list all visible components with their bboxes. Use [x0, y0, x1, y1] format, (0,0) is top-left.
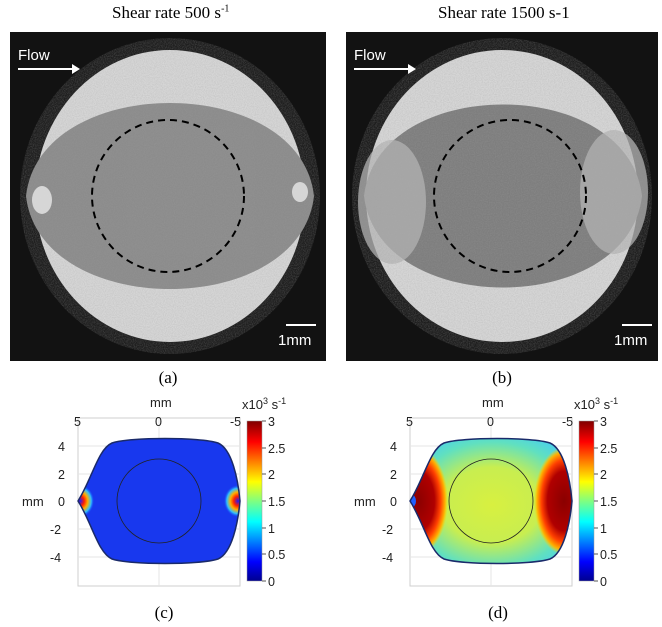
left-edge-spot [32, 186, 52, 214]
right-edge-spot [292, 182, 308, 202]
y-tick: 0 [390, 495, 397, 509]
colorbar-tick: 0 [600, 575, 607, 589]
x-tick: 0 [155, 415, 162, 429]
colorbar-tick: 0.5 [600, 548, 617, 562]
x-tick: 0 [487, 415, 494, 429]
top-axis-label: mm [150, 395, 172, 410]
x-tick: -5 [230, 415, 241, 429]
y-tick: 4 [390, 440, 397, 454]
colorbar-tick: 1.5 [600, 495, 617, 509]
colorbar-tick: 3 [268, 415, 275, 429]
left-axis-label: mm [22, 494, 44, 509]
inner-circle [448, 458, 534, 544]
y-tick: 0 [58, 495, 65, 509]
y-tick: -2 [382, 523, 393, 537]
grain-texture [352, 38, 652, 354]
colorbar-tick: 0.5 [268, 548, 285, 562]
y-tick: 2 [390, 468, 397, 482]
top-axis-label: mm [482, 395, 504, 410]
colorbar-unit: x103 s-1 [242, 396, 286, 412]
x-tick: 5 [406, 415, 413, 429]
colorbar-ticks [262, 420, 266, 582]
panel-a-title-exponent: -1 [221, 3, 230, 15]
x-tick: 5 [74, 415, 81, 429]
panel-a-micrograph: Flow 1mm [10, 32, 326, 361]
y-tick: -4 [50, 551, 61, 565]
colorbar-tick: 2 [268, 468, 275, 482]
panel-a-scale-label: 1mm [278, 332, 312, 349]
colorbar-tick: 3 [600, 415, 607, 429]
flow-arrow-head [408, 64, 416, 74]
inner-circle [116, 458, 202, 544]
grain-texture [20, 38, 320, 354]
y-tick: 2 [58, 468, 65, 482]
colorbar-tick: 0 [268, 575, 275, 589]
colorbar-tick: 1 [268, 522, 275, 536]
panel-d-caption: (d) [488, 603, 508, 622]
colorbar [246, 420, 263, 582]
panel-b-flow-label: Flow [354, 47, 386, 64]
colorbar-tick: 2.5 [268, 442, 285, 456]
panel-a-caption: (a) [158, 368, 178, 387]
panel-b-title: Shear rate 1500 s-1 [438, 3, 570, 22]
panel-a-title: Shear rate 500 s-1 [112, 3, 229, 23]
flow-arrow-head [72, 64, 80, 74]
shear-rate-field [410, 438, 572, 564]
y-tick: -4 [382, 551, 393, 565]
colorbar-tick: 1 [600, 522, 607, 536]
panel-c-caption: (c) [154, 603, 174, 622]
panel-b-caption: (b) [492, 368, 512, 387]
colorbar-ticks [594, 420, 598, 582]
panel-c-simulation: mm 5 0 -5 4 2 0 -2 -4 mm 3 2.5 2 1.5 1 0… [0, 395, 330, 595]
domain-outline [77, 437, 241, 565]
left-axis-label: mm [354, 494, 376, 509]
y-tick: -2 [50, 523, 61, 537]
panel-b-micrograph: Flow 1mm [346, 32, 658, 361]
x-tick: -5 [562, 415, 573, 429]
panel-b-scale-label: 1mm [614, 332, 648, 349]
panel-a-title-text: Shear rate 500 s [112, 3, 222, 22]
colorbar-tick: 1.5 [268, 495, 285, 509]
inner-dashed-circle [433, 119, 587, 273]
colorbar [578, 420, 595, 582]
panel-d-simulation: mm 5 0 -5 4 2 0 -2 -4 mm 3 2.5 2 1.5 1 0… [332, 395, 662, 595]
colorbar-tick: 2 [600, 468, 607, 482]
inner-dashed-circle [91, 119, 245, 273]
colorbar-tick: 2.5 [600, 442, 617, 456]
y-tick: 4 [58, 440, 65, 454]
colorbar-unit: x103 s-1 [574, 396, 618, 412]
panel-a-flow-label: Flow [18, 47, 50, 64]
domain-outline [409, 437, 573, 565]
